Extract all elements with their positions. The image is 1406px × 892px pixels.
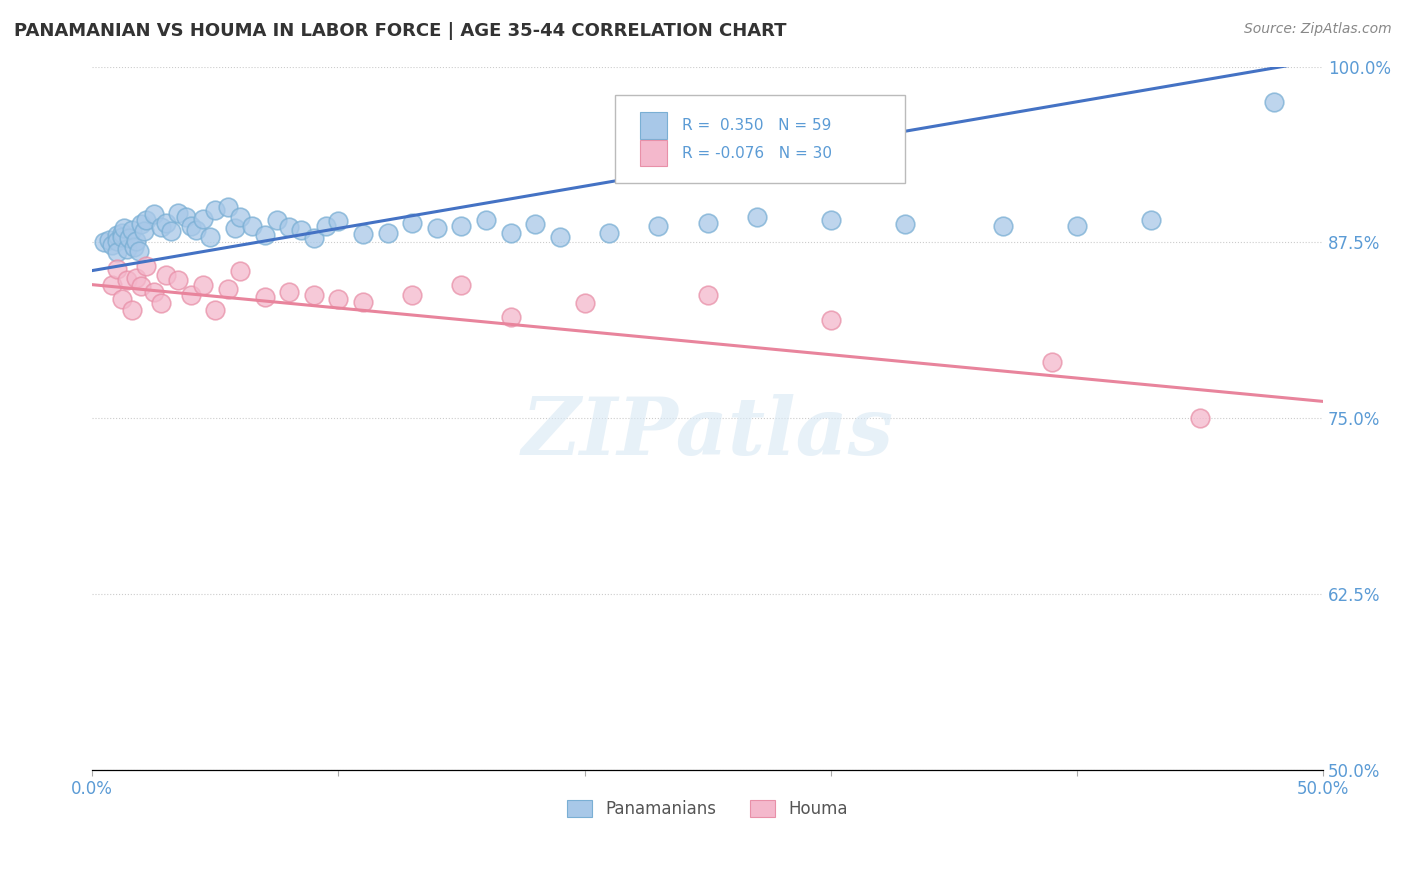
Point (450, 219, 472, 233)
Point (101, 238, 124, 252)
Point (499, 310, 522, 324)
Text: R =  0.350   N = 59: R = 0.350 N = 59 (682, 118, 831, 133)
Point (191, 277, 214, 292)
Point (1263, 95, 1285, 109)
Point (155, 268, 177, 282)
Point (160, 224, 183, 238)
Point (217, 200, 239, 214)
Point (135, 213, 157, 227)
Point (115, 243, 138, 257)
Point (574, 296, 596, 310)
Point (155, 216, 177, 230)
Point (167, 206, 190, 220)
Point (191, 211, 214, 226)
Point (820, 213, 842, 227)
Point (499, 226, 522, 240)
Point (125, 234, 148, 248)
Point (450, 277, 472, 292)
Point (1139, 213, 1161, 227)
Point (125, 270, 148, 285)
Point (240, 219, 263, 233)
FancyBboxPatch shape (640, 112, 666, 139)
Point (1189, 411, 1212, 425)
Point (401, 216, 423, 230)
Point (598, 226, 620, 240)
Point (98, 233, 121, 247)
Point (142, 207, 165, 221)
FancyBboxPatch shape (616, 95, 904, 183)
Point (475, 213, 498, 227)
Point (121, 223, 143, 237)
Point (131, 217, 153, 231)
Point (745, 210, 768, 224)
Point (229, 263, 252, 277)
Point (315, 219, 337, 233)
Point (204, 203, 226, 218)
Point (647, 219, 669, 233)
Point (167, 273, 190, 287)
Point (115, 273, 138, 287)
Point (135, 260, 157, 274)
Point (696, 216, 718, 230)
FancyBboxPatch shape (640, 140, 666, 167)
Point (352, 294, 374, 309)
Point (278, 219, 301, 234)
Point (991, 219, 1014, 233)
Point (121, 303, 143, 318)
Point (111, 229, 134, 244)
Text: PANAMANIAN VS HOUMA IN LABOR FORCE | AGE 35-44 CORRELATION CHART: PANAMANIAN VS HOUMA IN LABOR FORCE | AGE… (14, 22, 786, 40)
Point (290, 223, 312, 237)
Point (200, 229, 222, 244)
Point (105, 228, 128, 243)
Point (111, 226, 134, 240)
Point (524, 217, 547, 231)
Point (377, 226, 399, 240)
Point (352, 227, 374, 241)
Point (118, 231, 141, 245)
Point (150, 219, 173, 234)
Point (224, 221, 246, 235)
Point (253, 228, 276, 243)
Point (229, 210, 252, 224)
Point (426, 221, 449, 235)
Point (1066, 219, 1088, 233)
Point (184, 223, 207, 237)
Point (174, 210, 197, 224)
Point (180, 287, 202, 301)
Point (266, 213, 288, 227)
Text: R = -0.076   N = 30: R = -0.076 N = 30 (682, 145, 832, 161)
Point (122, 240, 145, 254)
Point (105, 245, 128, 260)
Point (328, 292, 350, 306)
Point (142, 285, 165, 299)
Point (401, 287, 423, 301)
Point (132, 224, 155, 238)
Point (101, 277, 124, 292)
Point (93, 235, 115, 250)
Point (302, 231, 325, 245)
Point (893, 217, 915, 231)
Text: ZIPatlas: ZIPatlas (522, 393, 894, 471)
Point (820, 313, 842, 327)
Point (253, 290, 276, 304)
Point (111, 292, 134, 306)
Point (217, 282, 239, 296)
Point (1040, 355, 1063, 369)
Point (112, 221, 135, 235)
Text: Source: ZipAtlas.com: Source: ZipAtlas.com (1244, 22, 1392, 37)
Point (328, 214, 350, 228)
Point (180, 219, 202, 233)
Point (105, 234, 128, 248)
Legend: Panamanians, Houma: Panamanians, Houma (561, 794, 855, 825)
Point (131, 279, 153, 293)
Point (204, 303, 226, 318)
Point (278, 285, 301, 299)
Point (696, 287, 718, 301)
Point (302, 287, 325, 301)
Point (150, 296, 173, 310)
Point (105, 262, 128, 277)
Point (548, 229, 571, 244)
Point (128, 244, 150, 258)
